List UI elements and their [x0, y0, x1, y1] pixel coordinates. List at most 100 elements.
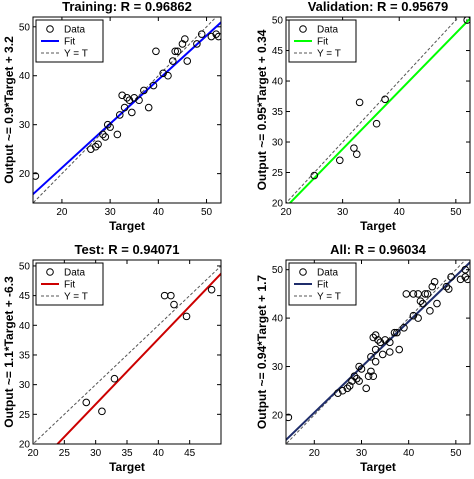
y-axis-label: Output ~= 1.1*Target + -6.3 — [2, 276, 16, 428]
y-tick-label: 40 — [19, 71, 31, 82]
x-tick-label: 20 — [280, 207, 292, 218]
data-point — [444, 285, 453, 293]
data-point — [367, 353, 375, 361]
data-point — [369, 372, 378, 381]
identity-line — [286, 17, 460, 203]
identity-line — [286, 260, 466, 444]
plot-title: Test: R = 0.94071 — [75, 242, 180, 257]
data-point — [421, 290, 429, 298]
data-point — [381, 95, 389, 104]
x-tick-label: 50 — [201, 207, 213, 218]
legend-entry: Data — [64, 25, 86, 36]
y-tick-label: 45 — [19, 291, 31, 302]
legend-marker-data — [299, 25, 307, 33]
y-tick-label: 20 — [272, 410, 284, 421]
y-tick-label: 20 — [19, 440, 31, 451]
y-axis-label: Output ~= 0.95*Target + 0.34 — [255, 29, 269, 190]
data-point — [115, 111, 124, 119]
plot-area — [33, 265, 221, 444]
axes-frame — [32, 16, 222, 204]
data-point — [395, 345, 404, 354]
y-tick-label: 50 — [272, 16, 284, 27]
legend-marker-data — [46, 268, 54, 276]
y-axis-label: Output ~= 0.94*Target + 1.7 — [255, 275, 269, 429]
data-point — [390, 328, 399, 337]
legend-entry: Fit — [64, 37, 75, 48]
data-point — [381, 336, 389, 344]
legend-entry: Y = T — [317, 49, 341, 60]
data-point — [167, 291, 175, 300]
data-point — [140, 86, 148, 95]
data-point — [409, 311, 418, 320]
data-point — [371, 331, 380, 339]
legend-entry: Data — [64, 268, 86, 279]
data-point — [183, 57, 192, 65]
x-tick-label: 30 — [90, 448, 102, 459]
x-tick-label: 20 — [27, 448, 39, 459]
data-point — [149, 81, 158, 90]
plot-title: All: R = 0.96034 — [330, 242, 427, 257]
data-point — [335, 156, 344, 165]
data-point — [98, 407, 106, 416]
y-tick-label: 35 — [19, 350, 31, 361]
y-tick-label: 25 — [272, 168, 284, 179]
axes-frame — [285, 16, 471, 204]
data-point — [400, 323, 408, 332]
subplot-2: Validation: R = 0.95679 Target Output ~= 0… — [255, 0, 471, 233]
y-tick-label: 50 — [272, 265, 284, 276]
x-tick-label: 40 — [153, 448, 165, 459]
x-tick-label: 25 — [59, 448, 71, 459]
data-point — [352, 150, 361, 159]
identity-line — [33, 265, 221, 444]
data-point — [310, 171, 319, 180]
axes-frame — [32, 259, 222, 445]
data-point — [91, 142, 100, 151]
data-point — [447, 273, 455, 281]
y-tick-label: 40 — [272, 314, 284, 325]
legend-entry: Fit — [317, 37, 328, 48]
x-tick-label: 30 — [356, 448, 368, 459]
data-point — [372, 119, 381, 128]
data-point — [120, 103, 129, 112]
data-point — [385, 338, 394, 347]
legend-entry: Y = T — [64, 292, 88, 303]
data-point — [113, 130, 122, 139]
data-point — [364, 372, 373, 381]
data-point — [376, 338, 385, 347]
data-point — [463, 275, 470, 284]
data-point — [160, 291, 169, 300]
data-point — [130, 93, 139, 102]
fit-line — [288, 17, 470, 203]
legend-entry: Data — [317, 25, 339, 36]
data-point — [87, 145, 95, 153]
x-tick-label: 50 — [450, 207, 462, 218]
data-point — [123, 93, 131, 102]
fit-line — [56, 272, 221, 444]
x-tick-label: 30 — [337, 207, 349, 218]
y-tick-label: 20 — [272, 199, 284, 210]
data-point — [371, 345, 380, 354]
data-point — [214, 32, 221, 41]
subplot-4: All: R = 0.96034 Target Output ~= 0.94*Tar… — [255, 242, 471, 474]
y-tick-label: 20 — [19, 169, 31, 180]
x-axis-label: Target — [109, 460, 145, 474]
fit-line — [286, 260, 470, 442]
y-tick-label: 40 — [19, 321, 31, 332]
y-axis-label: Output ~= 0.9*Target + 3.2 — [2, 36, 16, 184]
data-point — [197, 30, 206, 38]
y-tick-label: 35 — [272, 107, 284, 118]
data-point — [182, 312, 191, 321]
data-point — [181, 35, 189, 43]
data-point — [144, 103, 153, 112]
plot-area — [286, 260, 470, 444]
data-point — [164, 71, 172, 80]
data-point — [159, 69, 167, 78]
data-point — [135, 96, 143, 105]
y-tick-label: 50 — [19, 22, 31, 33]
y-tick-label: 25 — [19, 410, 31, 421]
x-tick-label: 40 — [153, 207, 165, 218]
legend-entry: Fit — [64, 280, 75, 291]
